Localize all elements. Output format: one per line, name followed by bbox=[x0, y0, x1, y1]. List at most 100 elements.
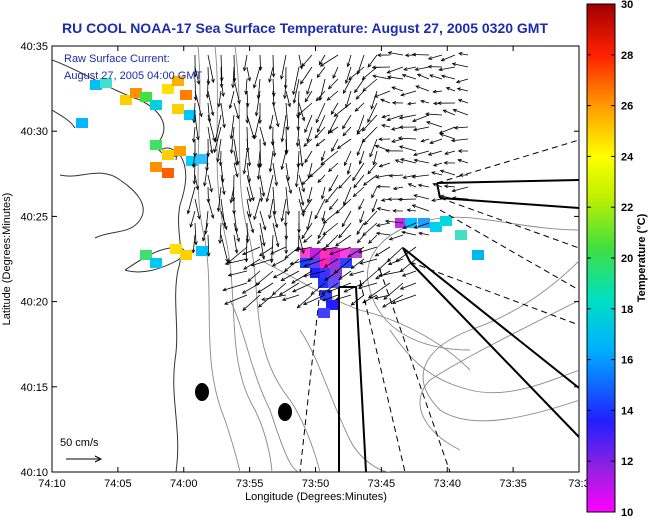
current-vector bbox=[302, 294, 326, 306]
current-vector bbox=[401, 270, 417, 277]
current-vector bbox=[346, 54, 352, 68]
current-vector bbox=[442, 109, 456, 116]
colorbar-tick-label: 16 bbox=[621, 355, 633, 367]
current-vector bbox=[252, 66, 261, 89]
current-vector bbox=[342, 114, 352, 130]
current-vector bbox=[402, 222, 417, 229]
sst-pixel bbox=[162, 150, 174, 160]
current-vector bbox=[285, 102, 290, 131]
current-vector bbox=[432, 162, 443, 167]
current-vector bbox=[296, 150, 301, 168]
current-vector bbox=[429, 138, 443, 145]
current-vector bbox=[306, 186, 313, 204]
current-vector bbox=[253, 114, 261, 140]
sst-pixel bbox=[140, 250, 152, 260]
current-vector bbox=[320, 282, 339, 295]
current-vector bbox=[298, 174, 305, 193]
sst-pixel bbox=[150, 100, 162, 110]
current-vector bbox=[437, 101, 456, 106]
current-vector bbox=[192, 162, 197, 185]
sst-pixel bbox=[310, 258, 322, 268]
current-vector bbox=[216, 138, 222, 163]
current-vector bbox=[228, 90, 235, 110]
current-vector bbox=[451, 62, 469, 68]
current-vector bbox=[229, 114, 235, 140]
sst-pixel bbox=[318, 308, 330, 318]
current-vector bbox=[326, 90, 339, 101]
current-vector bbox=[373, 90, 391, 98]
current-vector bbox=[289, 258, 313, 266]
current-vector bbox=[455, 78, 469, 84]
current-vector bbox=[207, 174, 213, 193]
current-vector bbox=[424, 112, 443, 117]
y-axis-label: Latitude (Degrees:Minutes) bbox=[1, 193, 13, 326]
current-vector bbox=[397, 136, 417, 141]
sst-pixel bbox=[300, 258, 312, 268]
current-vector bbox=[425, 121, 443, 128]
current-vector bbox=[243, 258, 261, 270]
current-vector bbox=[213, 126, 222, 154]
current-vector bbox=[242, 54, 248, 72]
sst-pixel bbox=[170, 244, 182, 254]
current-vector bbox=[233, 162, 239, 178]
current-vector bbox=[440, 54, 456, 62]
current-vector bbox=[246, 174, 255, 202]
current-vector bbox=[386, 66, 404, 74]
current-vector bbox=[322, 210, 339, 224]
current-vector bbox=[343, 150, 352, 167]
sst-pixel bbox=[330, 248, 342, 258]
current-vector bbox=[256, 162, 261, 181]
current-vector bbox=[452, 108, 469, 116]
current-vector bbox=[216, 186, 222, 213]
current-vector bbox=[323, 258, 339, 268]
current-vector bbox=[283, 258, 300, 272]
x-tick-label: 73:40 bbox=[433, 478, 461, 490]
current-vector bbox=[367, 162, 378, 175]
current-vector bbox=[272, 162, 279, 187]
colorbar-tick-label: 24 bbox=[621, 151, 634, 163]
current-vector bbox=[439, 133, 456, 140]
current-vector bbox=[325, 234, 339, 248]
buoy-marker-east bbox=[278, 403, 292, 421]
current-vector bbox=[321, 246, 339, 252]
current-vector bbox=[362, 78, 378, 92]
current-vector bbox=[354, 102, 365, 112]
current-vector bbox=[375, 174, 391, 179]
current-vector bbox=[411, 204, 430, 212]
current-vector bbox=[333, 102, 352, 117]
current-vector bbox=[206, 138, 211, 158]
current-vector bbox=[403, 66, 417, 71]
current-vector bbox=[353, 174, 365, 189]
current-vector bbox=[386, 114, 404, 122]
current-vector bbox=[189, 210, 196, 228]
current-vector bbox=[358, 150, 365, 165]
current-vector bbox=[320, 150, 339, 166]
current-vector bbox=[272, 138, 277, 158]
current-vector bbox=[316, 114, 326, 133]
current-vector bbox=[427, 54, 443, 60]
current-vector bbox=[363, 210, 378, 226]
current-vector bbox=[388, 234, 404, 241]
current-vector bbox=[398, 145, 417, 152]
current-vector bbox=[399, 282, 417, 290]
current-vector bbox=[254, 270, 274, 286]
current-vector bbox=[201, 222, 209, 242]
current-vector bbox=[303, 258, 326, 268]
current-vector bbox=[361, 126, 378, 143]
current-vector bbox=[315, 138, 326, 147]
sst-pixel bbox=[350, 248, 362, 258]
current-vector bbox=[285, 186, 291, 216]
current-vector bbox=[233, 78, 241, 105]
current-vector bbox=[376, 53, 391, 57]
current-vector bbox=[391, 294, 417, 305]
colorbar-tick-label: 12 bbox=[621, 456, 633, 468]
sst-pixel bbox=[184, 110, 196, 120]
sst-pixel bbox=[172, 76, 184, 86]
current-vector bbox=[281, 294, 300, 301]
current-vector bbox=[381, 123, 391, 128]
sst-pixel bbox=[140, 92, 152, 102]
current-vector bbox=[321, 210, 326, 222]
current-vector bbox=[298, 186, 305, 206]
sst-pixel bbox=[150, 162, 162, 172]
